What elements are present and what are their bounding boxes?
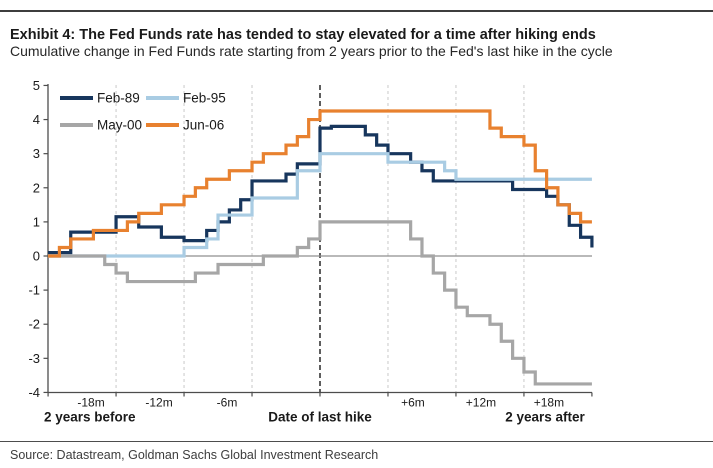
y-tick-label--1: -1 [28, 283, 40, 298]
series-feb-95-line [48, 152, 592, 258]
legend-label-feb-95: Feb-95 [183, 91, 226, 106]
x-tick-label--12m: -12m [145, 396, 172, 410]
legend-label-may-00: May-00 [97, 118, 142, 133]
x-group-label-center: Date of last hike [268, 410, 372, 425]
bottom-rule [0, 441, 713, 442]
x-tick-label-6m: +6m [401, 396, 425, 410]
y-tick-label--4: -4 [28, 385, 40, 400]
y-tick-label-3: 3 [33, 146, 40, 161]
x-tick-label--6m: -6m [217, 396, 238, 410]
series-jun-06-line [48, 109, 592, 258]
x-group-label-right: 2 years after [505, 410, 585, 425]
chart-subtitle: Cumulative change in Fed Funds rate star… [10, 43, 613, 59]
y-tick-label-0: 0 [33, 249, 40, 264]
y-tick-label-2: 2 [33, 180, 40, 195]
series-feb-89-line [48, 124, 594, 255]
x-tick-label--18m: -18m [77, 396, 104, 410]
y-tick-label--2: -2 [28, 317, 40, 332]
chart-title: Exhibit 4: The Fed Funds rate has tended… [10, 27, 596, 43]
legend-label-jun-06: Jun-06 [183, 118, 224, 133]
source-line: Source: Datastream, Goldman Sachs Global… [10, 448, 379, 462]
x-tick-label-12m: +12m [466, 396, 496, 410]
y-tick-label-5: 5 [33, 78, 40, 93]
y-tick-label-4: 4 [33, 112, 40, 127]
series-may-00-line [48, 220, 592, 386]
x-tick-label-18m: +18m [534, 396, 564, 410]
top-rule [0, 10, 713, 12]
x-group-label-left: 2 years before [44, 410, 136, 425]
y-tick-label-1: 1 [33, 214, 40, 229]
y-tick-label--3: -3 [28, 351, 40, 366]
legend-label-feb-89: Feb-89 [97, 91, 140, 106]
